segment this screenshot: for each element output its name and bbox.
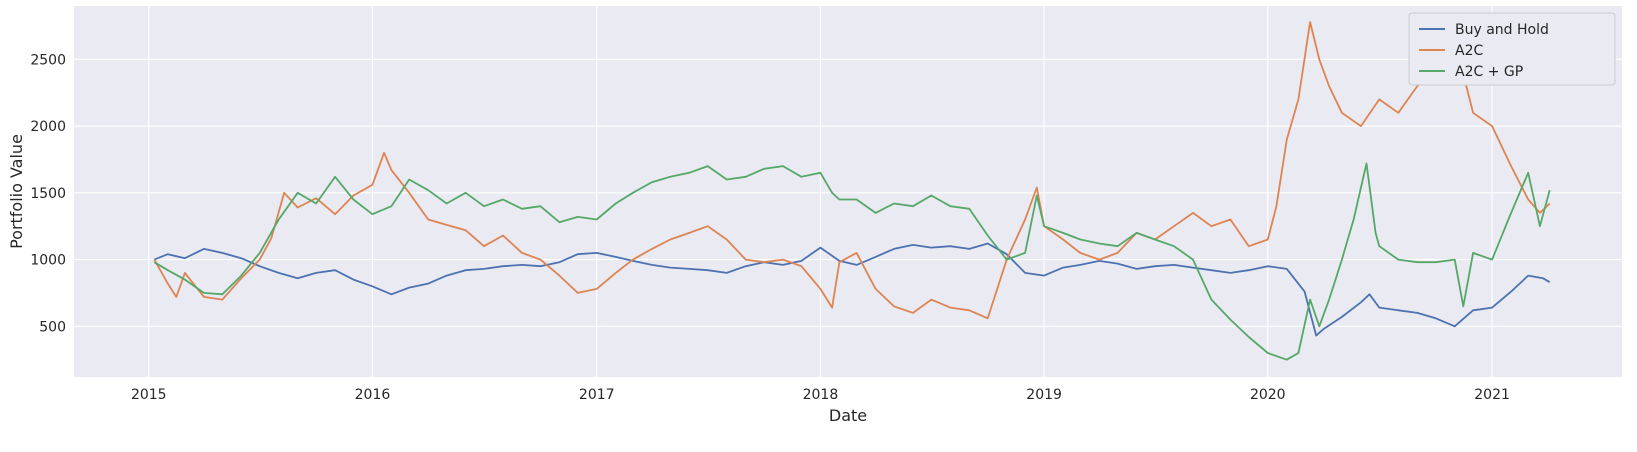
x-tick-label: 2015 [131, 387, 167, 403]
x-tick-label: 2021 [1474, 387, 1510, 403]
y-tick-label: 1000 [30, 253, 66, 269]
x-axis-title: Date [829, 406, 867, 425]
x-tick-label: 2016 [355, 387, 391, 403]
y-axis-title: Portfolio Value [7, 134, 26, 249]
y-tick-label: 2500 [30, 52, 66, 68]
legend: Buy and Hold A2C A2C + GP [1408, 12, 1616, 86]
x-tick-label: 2020 [1250, 387, 1286, 403]
legend-box [1408, 12, 1616, 86]
x-axis-ticks: 2015 2016 2017 2018 2019 2020 2021 [131, 387, 1510, 403]
legend-label: Buy and Hold [1455, 22, 1549, 38]
series-line [153, 21, 1551, 320]
y-tick-label: 500 [39, 319, 66, 335]
legend-label: A2C + GP [1455, 64, 1523, 80]
series-layer [153, 21, 1551, 361]
legend-label: A2C [1455, 43, 1483, 59]
y-axis-ticks: 500 1000 1500 2000 2500 [30, 52, 66, 335]
y-tick-label: 1500 [30, 186, 66, 202]
y-tick-label: 2000 [30, 119, 66, 135]
plot-background [74, 6, 1622, 377]
x-tick-label: 2019 [1026, 387, 1062, 403]
series-line [153, 162, 1551, 361]
x-tick-label: 2018 [803, 387, 839, 403]
series-line [153, 242, 1551, 337]
grid [74, 6, 1622, 377]
x-tick-label: 2017 [579, 387, 615, 403]
